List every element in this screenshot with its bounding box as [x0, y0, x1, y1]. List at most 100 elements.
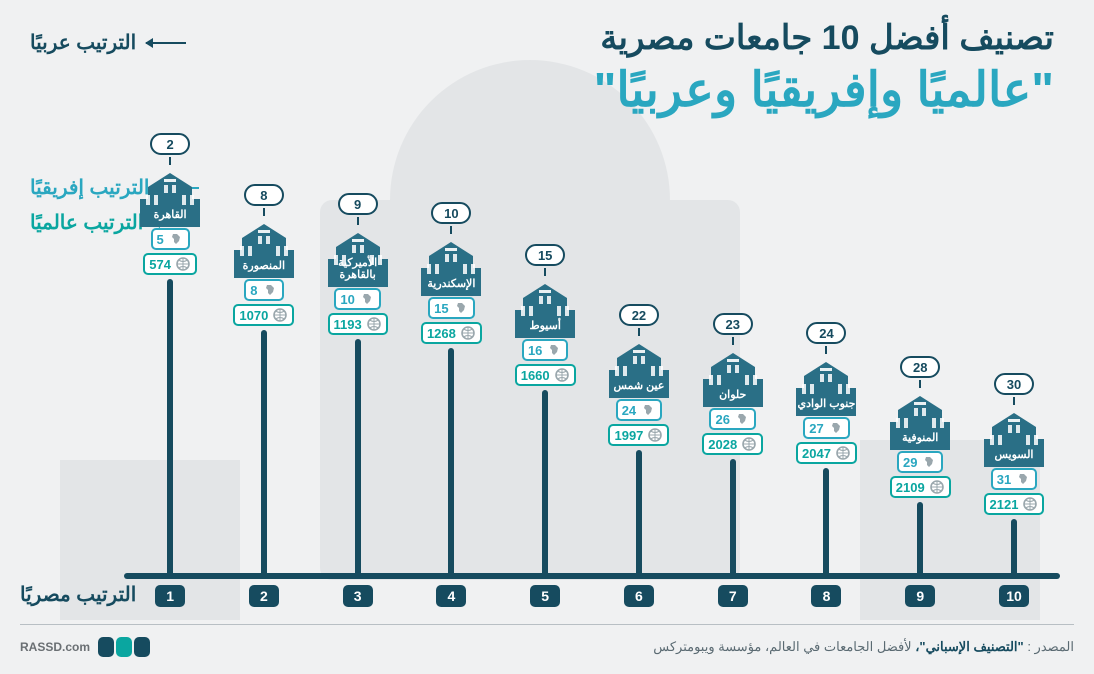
- africa-rank-pill: 8: [244, 279, 283, 301]
- egypt-rank-tick: 1: [155, 585, 185, 607]
- connector: [263, 208, 265, 216]
- africa-rank-pill: 10: [334, 288, 380, 310]
- bar-stem: [542, 390, 548, 579]
- world-rank-pill: 2121: [984, 493, 1045, 515]
- building-icon: عين شمس: [603, 336, 675, 398]
- university-column: 2 القاهرة 5 574 1: [130, 133, 210, 579]
- arab-rank-badge: 22: [619, 304, 659, 326]
- africa-rank-pill: 24: [616, 399, 662, 421]
- university-name: السويس: [982, 449, 1046, 461]
- footer: RASSD.com المصدر : "التصنيف الإسباني"، ل…: [20, 637, 1074, 657]
- bar-stem: [1011, 519, 1017, 579]
- world-rank-pill: 1193: [328, 313, 388, 335]
- egypt-rank-tick: 4: [436, 585, 466, 607]
- building-icon: الإسكندرية: [415, 234, 487, 296]
- africa-rank-pill: 31: [991, 468, 1037, 490]
- arab-rank-badge: 24: [806, 322, 846, 344]
- africa-icon: [734, 411, 750, 427]
- university-column: 15 أسيوط 16 1660 5: [505, 244, 585, 579]
- university-column: 10 الإسكندرية 15 1268 4: [411, 202, 491, 579]
- building-icon: المنصورة: [228, 216, 300, 278]
- university-column: 8 المنصورة 8 1070 2: [224, 184, 304, 579]
- university-name: عين شمس: [607, 380, 671, 392]
- arab-rank-badge: 23: [713, 313, 753, 335]
- building-icon: الأميركية بالقاهرة: [322, 225, 394, 287]
- globe-icon: [175, 256, 191, 272]
- arab-rank-badge: 28: [900, 356, 940, 378]
- egypt-rank-tick: 7: [718, 585, 748, 607]
- university-name: أسيوط: [513, 320, 577, 332]
- bar-stem: [917, 502, 923, 579]
- africa-icon: [359, 291, 375, 307]
- africa-icon: [1015, 471, 1031, 487]
- university-column: 30 السويس 31 2121 10: [974, 373, 1054, 579]
- footer-divider: [20, 624, 1074, 625]
- bar-stem: [823, 468, 829, 579]
- globe-icon: [460, 325, 476, 341]
- arab-rank-badge: 2: [150, 133, 190, 155]
- globe-icon: [835, 445, 851, 461]
- africa-icon: [168, 231, 184, 247]
- university-column: 22 عين شمس 24 1997 6: [599, 304, 679, 579]
- building-icon: القاهرة: [134, 165, 206, 227]
- building-icon: حلوان: [697, 345, 769, 407]
- world-rank-pill: 2109: [890, 476, 951, 498]
- africa-icon: [828, 420, 844, 436]
- brand: RASSD.com: [20, 637, 150, 657]
- globe-icon: [647, 427, 663, 443]
- connector: [357, 217, 359, 225]
- building-icon: أسيوط: [509, 276, 581, 338]
- university-name: الأميركية بالقاهرة: [326, 257, 390, 281]
- university-name: المنصورة: [232, 260, 296, 272]
- africa-rank-pill: 16: [522, 339, 568, 361]
- egypt-rank-tick: 6: [624, 585, 654, 607]
- world-rank-pill: 1070: [233, 304, 294, 326]
- connector: [450, 226, 452, 234]
- ranking-chart: 2 القاهرة 5 574 1 8 المنصورة 8 1070 2 9: [130, 109, 1054, 579]
- arrow-icon: [146, 42, 186, 44]
- university-name: القاهرة: [138, 209, 202, 221]
- egypt-rank-tick: 5: [530, 585, 560, 607]
- bar-stem: [261, 330, 267, 579]
- world-rank-pill: 1660: [515, 364, 576, 386]
- egypt-rank-tick: 9: [905, 585, 935, 607]
- connector: [825, 346, 827, 354]
- africa-rank-pill: 26: [709, 408, 755, 430]
- africa-icon: [640, 402, 656, 418]
- africa-icon: [546, 342, 562, 358]
- globe-icon: [1022, 496, 1038, 512]
- brand-url: RASSD.com: [20, 640, 90, 654]
- africa-rank-pill: 15: [428, 297, 474, 319]
- building-icon: جنوب الوادي: [790, 354, 862, 416]
- university-column: 9 الأميركية بالقاهرة 10 1193 3: [318, 193, 398, 579]
- africa-rank-pill: 5: [151, 228, 190, 250]
- egypt-rank-tick: 10: [999, 585, 1029, 607]
- source-text: المصدر : "التصنيف الإسباني"، لأفضل الجام…: [653, 639, 1074, 655]
- legend-arab: الترتيب عربيًا: [30, 30, 199, 55]
- connector: [169, 157, 171, 165]
- x-axis-label: الترتيب مصريًا: [20, 582, 136, 607]
- bar-stem: [167, 279, 173, 579]
- globe-icon: [554, 367, 570, 383]
- egypt-rank-tick: 8: [811, 585, 841, 607]
- bar-stem: [448, 348, 454, 579]
- university-name: حلوان: [701, 389, 765, 401]
- world-rank-pill: 2028: [702, 433, 763, 455]
- brand-logo-icon: [98, 637, 150, 657]
- university-column: 28 المنوفية 29 2109 9: [880, 356, 960, 579]
- globe-icon: [366, 316, 382, 332]
- university-name: الإسكندرية: [419, 278, 483, 290]
- connector: [544, 268, 546, 276]
- world-rank-pill: 1997: [608, 424, 669, 446]
- bar-stem: [355, 339, 361, 579]
- arab-rank-badge: 8: [244, 184, 284, 206]
- building-icon: السويس: [978, 405, 1050, 467]
- connector: [638, 328, 640, 336]
- bar-container: 2 القاهرة 5 574 1 8 المنصورة 8 1070 2 9: [130, 109, 1054, 579]
- university-name: جنوب الوادي: [794, 398, 858, 410]
- africa-rank-pill: 29: [897, 451, 943, 473]
- bar-stem: [636, 450, 642, 579]
- connector: [1013, 397, 1015, 405]
- africa-icon: [921, 454, 937, 470]
- globe-icon: [272, 307, 288, 323]
